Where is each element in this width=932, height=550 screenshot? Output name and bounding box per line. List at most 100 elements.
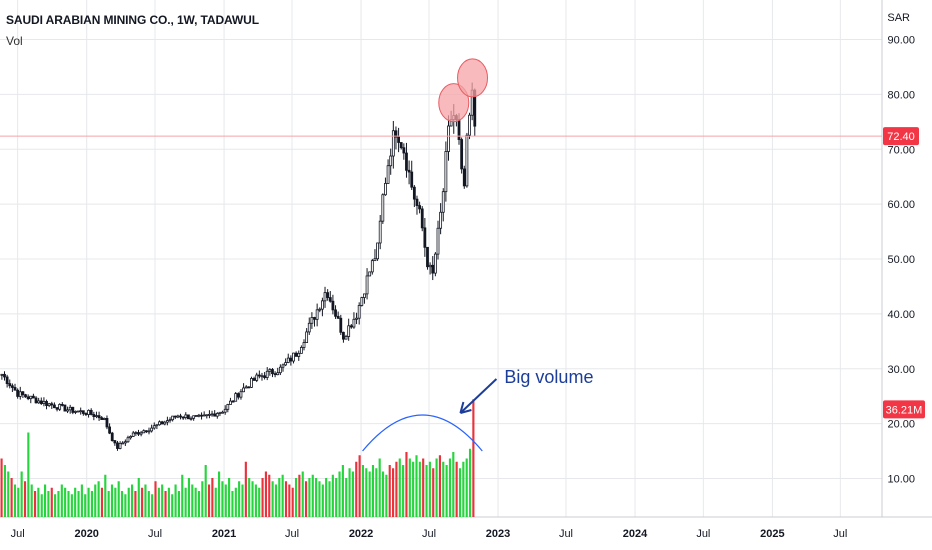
volume-bar bbox=[224, 484, 227, 517]
candle-body bbox=[50, 403, 54, 406]
candle-body bbox=[423, 227, 427, 248]
candle-body bbox=[433, 253, 437, 274]
volume-bars bbox=[0, 399, 475, 517]
time-axis[interactable]: Jul 2020 Jul 2021 Jul 2022 Jul 2023 Jul 2024 Jul 20… bbox=[11, 528, 848, 540]
candle-body bbox=[360, 297, 364, 306]
candle-body bbox=[402, 147, 406, 154]
candle-body bbox=[412, 186, 416, 200]
volume-bar bbox=[462, 461, 465, 517]
candle-body bbox=[39, 400, 43, 404]
candle-body bbox=[42, 401, 46, 404]
volume-bar bbox=[315, 478, 318, 517]
volume-bar bbox=[44, 484, 47, 517]
candle-body bbox=[108, 426, 111, 434]
candle-body bbox=[468, 114, 471, 136]
candle-body bbox=[355, 317, 358, 320]
candle-body bbox=[236, 393, 240, 398]
volume-bar bbox=[241, 484, 244, 517]
price-tick-label: 30.00 bbox=[887, 364, 915, 376]
volume-bar bbox=[301, 471, 304, 517]
volume-bar bbox=[435, 458, 438, 517]
candle-body bbox=[208, 413, 211, 416]
volume-bar bbox=[348, 468, 351, 517]
candle-body bbox=[18, 391, 22, 397]
volume-bar bbox=[104, 474, 107, 517]
candle-body bbox=[349, 325, 353, 328]
candle-body bbox=[97, 415, 101, 419]
candle-body bbox=[428, 264, 432, 268]
volume-bar bbox=[318, 481, 321, 517]
price-tick-label: 50.00 bbox=[887, 254, 915, 266]
candle-body bbox=[394, 130, 398, 138]
time-tick-label: Jul bbox=[148, 528, 162, 540]
time-tick-label: 2022 bbox=[349, 528, 373, 540]
candle-body bbox=[205, 414, 209, 417]
volume-bar bbox=[325, 478, 328, 517]
volume-bar bbox=[231, 491, 234, 517]
candle-body bbox=[418, 205, 422, 210]
candle-body bbox=[441, 191, 445, 213]
candle-body bbox=[297, 352, 301, 357]
candle-body bbox=[244, 386, 248, 389]
candle-body bbox=[123, 441, 127, 444]
volume-bar bbox=[167, 487, 170, 517]
candle-body bbox=[173, 415, 177, 418]
volume-indicator-label[interactable]: Vol bbox=[6, 34, 23, 48]
volume-bar bbox=[422, 458, 425, 517]
candle-body bbox=[357, 305, 361, 319]
candle-body bbox=[45, 401, 48, 406]
time-tick-label: Jul bbox=[696, 528, 710, 540]
candle-body bbox=[465, 134, 469, 187]
volume-bar bbox=[100, 487, 104, 517]
candle-body bbox=[26, 396, 30, 400]
candle-body bbox=[221, 411, 224, 414]
volume-bar bbox=[254, 484, 257, 517]
candle-body bbox=[8, 383, 12, 387]
candle-body bbox=[139, 432, 143, 435]
candle-body bbox=[47, 403, 51, 406]
candle-body bbox=[365, 275, 369, 295]
time-tick-label: 2023 bbox=[486, 528, 510, 540]
candle-body bbox=[268, 369, 272, 372]
candle-body bbox=[66, 409, 69, 412]
volume-bar bbox=[110, 484, 114, 517]
candle-body bbox=[344, 336, 348, 340]
time-tick-label: 2024 bbox=[623, 528, 648, 540]
volume-bar bbox=[355, 461, 358, 517]
candle-body bbox=[431, 264, 435, 274]
volume-bar bbox=[345, 478, 348, 517]
candle-body bbox=[53, 404, 56, 409]
candle-body bbox=[462, 168, 466, 187]
volume-bar bbox=[445, 465, 448, 517]
candle-body bbox=[110, 432, 114, 441]
candle-body bbox=[286, 357, 290, 363]
candle-body bbox=[313, 317, 316, 320]
volume-bar bbox=[154, 481, 157, 517]
volume-bar bbox=[94, 484, 97, 517]
candle-body bbox=[326, 292, 330, 298]
candle-body bbox=[234, 393, 238, 402]
volume-bar bbox=[187, 478, 191, 517]
candle-body bbox=[305, 331, 309, 343]
candle-body bbox=[315, 309, 319, 320]
last-volume-badge bbox=[883, 400, 925, 419]
time-tick-label: Jul bbox=[11, 528, 25, 540]
price-axis[interactable]: 10.00 20.00 30.00 40.00 50.00 60.00 70.00 80.00… bbox=[883, 34, 925, 486]
volume-bar bbox=[90, 491, 93, 517]
volume-bar bbox=[398, 458, 401, 517]
candle-body bbox=[76, 410, 80, 413]
volume-bar bbox=[177, 491, 180, 517]
volume-bar bbox=[218, 471, 221, 517]
candle-body bbox=[276, 372, 280, 376]
volume-bar bbox=[375, 468, 378, 517]
candle-body bbox=[168, 419, 172, 422]
volume-bar bbox=[418, 461, 421, 517]
candle-body bbox=[81, 410, 85, 414]
volume-bar bbox=[258, 487, 261, 517]
volume-bar bbox=[7, 471, 10, 517]
candle-body bbox=[16, 389, 20, 397]
volume-bar bbox=[291, 487, 294, 517]
volume-arc bbox=[362, 414, 483, 452]
price-tick-label: 20.00 bbox=[887, 419, 915, 431]
